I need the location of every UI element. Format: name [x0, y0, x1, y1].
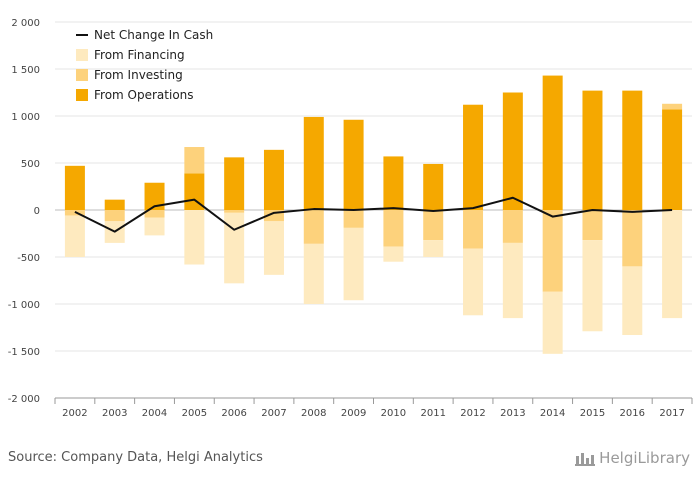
x-tick-label: 2010	[381, 408, 406, 419]
x-tick-label: 2003	[102, 408, 127, 419]
bar-from-operations[interactable]	[383, 156, 404, 210]
y-tick-label: -1 500	[8, 347, 40, 358]
bar-from-financing[interactable]	[423, 240, 444, 257]
bar-from-financing[interactable]	[303, 243, 324, 304]
bar-from-investing[interactable]	[263, 210, 284, 222]
bar-from-investing[interactable]	[224, 210, 245, 213]
x-tick-label: 2006	[221, 408, 246, 419]
x-tick-label: 2004	[142, 408, 167, 419]
x-tick-label: 2008	[301, 408, 326, 419]
bar-from-operations[interactable]	[542, 75, 563, 210]
bar-from-financing[interactable]	[144, 217, 165, 236]
y-tick-label: 0	[34, 206, 40, 217]
x-tick-label: 2012	[460, 408, 485, 419]
bar-from-financing[interactable]	[224, 212, 245, 284]
y-tick-label: -2 000	[8, 394, 40, 405]
bar-from-operations[interactable]	[463, 104, 484, 210]
brand-logo[interactable]: HelgiLibrary	[575, 449, 690, 467]
source-note: Source: Company Data, Helgi Analytics	[8, 450, 263, 465]
x-axis: 2002 2003 2004 2005 2006 2007 2008 2009 2010 2011…	[54, 397, 693, 419]
y-tick-label: 1 500	[11, 65, 40, 76]
bar-from-investing[interactable]	[662, 103, 683, 110]
bar-from-investing[interactable]	[463, 210, 484, 249]
bar-from-operations[interactable]	[582, 90, 603, 210]
x-tick-label: 2016	[620, 408, 645, 419]
bar-from-financing[interactable]	[263, 221, 284, 275]
y-tick-label: 500	[21, 159, 40, 170]
y-tick-label: -1 000	[8, 300, 40, 311]
bar-from-financing[interactable]	[184, 210, 205, 265]
legend-swatch	[76, 89, 88, 101]
bar-from-investing[interactable]	[383, 210, 404, 247]
y-tick-label: -500	[17, 253, 40, 264]
x-tick-label: 2015	[580, 408, 605, 419]
bar-from-investing[interactable]	[423, 210, 444, 241]
bar-from-financing[interactable]	[542, 291, 563, 354]
bar-from-financing[interactable]	[502, 242, 523, 319]
bar-from-operations[interactable]	[263, 149, 284, 210]
line-net-change-in-cash[interactable]	[74, 196, 673, 233]
bar-from-investing[interactable]	[622, 210, 643, 267]
bar-from-operations[interactable]	[423, 163, 444, 210]
legend: Net Change In Cash From Financing From Inv…	[76, 28, 213, 102]
bar-from-investing[interactable]	[184, 147, 205, 174]
bar-from-investing[interactable]	[582, 210, 603, 241]
x-tick-label: 2013	[500, 408, 525, 419]
x-tick-label: 2002	[62, 408, 87, 419]
bar-from-operations[interactable]	[303, 116, 324, 210]
bar-from-investing[interactable]	[104, 210, 125, 222]
bar-from-investing[interactable]	[502, 210, 523, 243]
bar-from-financing[interactable]	[343, 227, 364, 301]
bar-from-financing[interactable]	[383, 246, 404, 262]
legend-label[interactable]: From Financing	[94, 48, 185, 62]
bar-from-financing[interactable]	[64, 215, 85, 257]
brand-name: HelgiLibrary	[599, 449, 690, 467]
legend-swatch	[76, 49, 88, 61]
legend-label[interactable]: From Investing	[94, 68, 183, 82]
bar-from-financing[interactable]	[662, 210, 683, 319]
x-tick-label: 2017	[659, 408, 684, 419]
x-tick-label: 2014	[540, 408, 565, 419]
y-axis: -2 000 -1 500 -1 000 -500 0 500 1 000 1 500 2 00…	[8, 18, 40, 405]
line-series	[74, 196, 673, 233]
bar-from-financing[interactable]	[622, 266, 643, 336]
bar-from-investing[interactable]	[542, 210, 563, 292]
x-tick-label: 2007	[261, 408, 286, 419]
bar-from-operations[interactable]	[224, 157, 245, 210]
helgi-logo-icon	[575, 453, 596, 466]
bar-from-operations[interactable]	[502, 92, 523, 211]
x-tick-label: 2009	[341, 408, 366, 419]
bar-series	[64, 75, 683, 354]
legend-label[interactable]: From Operations	[94, 88, 194, 102]
bar-from-operations[interactable]	[662, 109, 683, 210]
y-tick-label: 1 000	[11, 112, 40, 123]
x-tick-label: 2005	[182, 408, 207, 419]
bar-from-financing[interactable]	[582, 240, 603, 332]
bar-from-investing[interactable]	[343, 210, 364, 228]
x-tick-label: 2011	[420, 408, 445, 419]
bar-from-financing[interactable]	[463, 248, 484, 316]
bar-from-investing[interactable]	[303, 210, 324, 244]
legend-swatch	[76, 69, 88, 81]
bar-from-investing[interactable]	[144, 210, 165, 218]
legend-label[interactable]: Net Change In Cash	[94, 28, 213, 42]
y-tick-label: 2 000	[11, 18, 40, 29]
bar-from-operations[interactable]	[64, 165, 85, 210]
bar-from-operations[interactable]	[104, 199, 125, 210]
bar-from-operations[interactable]	[622, 90, 643, 210]
bar-from-operations[interactable]	[343, 119, 364, 210]
bar-from-operations[interactable]	[144, 182, 165, 210]
